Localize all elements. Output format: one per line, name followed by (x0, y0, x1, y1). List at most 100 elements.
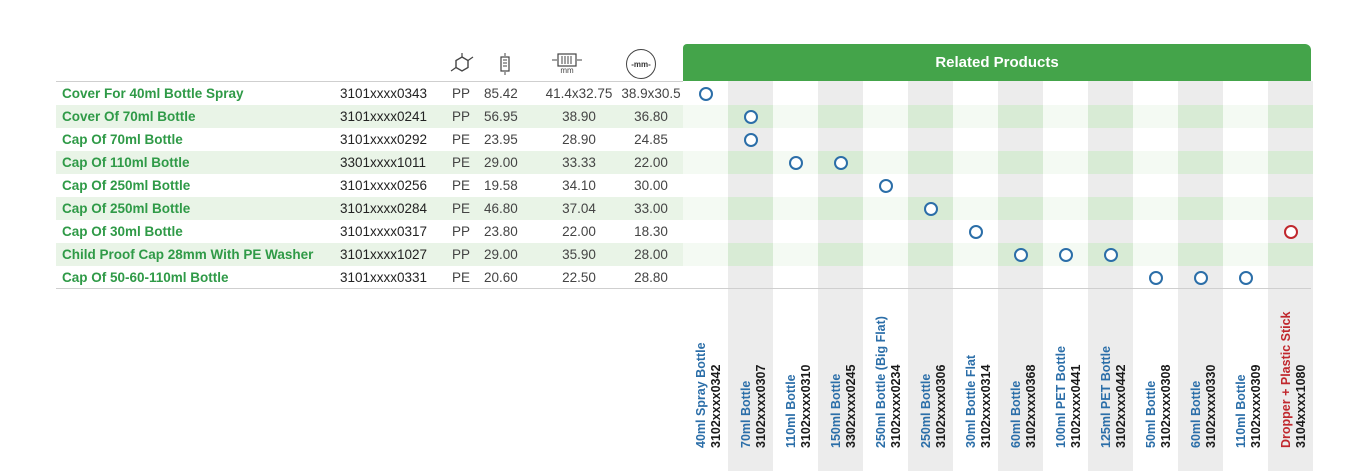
product-code: 3101xxxx0241 (340, 109, 428, 124)
row-band (1223, 105, 1268, 128)
related-product-label: 250ml Bottle 3102xxxx0306 (919, 365, 949, 448)
related-product-label: 150ml Bottle 3302xxxx0245 (829, 365, 859, 448)
related-product-code: 3302xxxx0245 (844, 364, 858, 448)
column-stripe (908, 81, 953, 471)
product-weight: 23.95 (484, 132, 518, 147)
product-weight: 20.60 (484, 270, 518, 285)
compatibility-mark (968, 224, 983, 239)
row-band (863, 105, 908, 128)
compatibility-mark (743, 109, 758, 124)
row-band (1043, 105, 1088, 128)
product-dimension: 37.04 (562, 201, 596, 216)
product-material: PP (452, 86, 471, 101)
product-material: PP (452, 224, 471, 239)
product-neck-size: 18.30 (634, 224, 668, 239)
related-product-name: 60ml Bottle (1189, 380, 1203, 448)
related-product-name: 50ml Bottle (1144, 380, 1158, 448)
table-bottom-rule (56, 288, 683, 289)
size-unit-label: mm (560, 66, 574, 75)
compatibility-mark (1148, 270, 1163, 285)
row-band (728, 197, 773, 220)
row-band (1043, 151, 1088, 174)
compatibility-mark (1058, 247, 1073, 262)
row-band (1043, 197, 1088, 220)
row-band (998, 105, 1043, 128)
product-material: PE (452, 155, 471, 170)
row-band (1088, 151, 1133, 174)
row-band (773, 105, 818, 128)
product-neck-size: 30.00 (634, 178, 668, 193)
product-dimension: 28.90 (562, 132, 596, 147)
related-product-label: 60ml Bottle 3102xxxx0330 (1189, 365, 1219, 448)
table-row: Cap Of 110ml Bottle 3301xxxx1011 PE 29.00 33… (56, 151, 683, 174)
row-band (728, 151, 773, 174)
product-name: Child Proof Cap 28mm With PE Washer (62, 247, 314, 262)
row-band (1223, 151, 1268, 174)
related-product-name: 150ml Bottle (829, 373, 843, 448)
row-band (908, 243, 953, 266)
row-band (908, 105, 953, 128)
related-product-code: 3102xxxx0368 (1024, 364, 1038, 448)
column-stripe (998, 81, 1043, 471)
table-top-rule (56, 81, 683, 82)
row-band (818, 243, 863, 266)
row-band (1223, 243, 1268, 266)
compatibility-mark (743, 132, 758, 147)
product-dimension: 22.50 (562, 270, 596, 285)
material-icon (446, 50, 478, 78)
related-product-label: 30ml Bottle Flat 3102xxxx0314 (964, 355, 994, 448)
product-material: PP (452, 109, 471, 124)
compatibility-mark (1238, 270, 1253, 285)
related-product-label: 125ml PET Bottle 3102xxxx0442 (1099, 346, 1129, 448)
row-band (683, 243, 728, 266)
product-code: 3101xxxx0284 (340, 201, 428, 216)
row-band (863, 151, 908, 174)
related-product-code: 3102xxxx0307 (754, 364, 768, 448)
product-code: 3101xxxx0256 (340, 178, 428, 193)
row-band (998, 197, 1043, 220)
related-bottom-rule (683, 288, 1311, 289)
row-band (1268, 105, 1313, 128)
related-product-name: Dropper + Plastic Stick (1279, 311, 1293, 448)
product-code: 3101xxxx0292 (340, 132, 428, 147)
related-product-label: 70ml Bottle 3102xxxx0307 (739, 365, 769, 448)
related-product-name: 100ml PET Bottle (1054, 345, 1068, 448)
product-material: PE (452, 132, 471, 147)
related-product-code: 3102xxxx0234 (889, 364, 903, 448)
row-band (1178, 197, 1223, 220)
related-product-code: 3102xxxx0308 (1159, 364, 1173, 448)
related-product-name: 30ml Bottle Flat (964, 354, 978, 448)
product-weight: 56.95 (484, 109, 518, 124)
row-band (683, 151, 728, 174)
row-band (908, 151, 953, 174)
compatibility-mark (788, 155, 803, 170)
row-band (1178, 105, 1223, 128)
related-product-name: 70ml Bottle (739, 380, 753, 448)
compatibility-mark (1283, 224, 1298, 239)
column-stripe (1088, 81, 1133, 471)
related-product-name: 125ml PET Bottle (1099, 345, 1113, 448)
product-weight: 29.00 (484, 155, 518, 170)
row-band (1268, 197, 1313, 220)
column-stripe (818, 81, 863, 471)
product-material: PE (452, 270, 471, 285)
product-neck-size: 36.80 (634, 109, 668, 124)
compatibility-mark (878, 178, 893, 193)
product-dimension: 33.33 (562, 155, 596, 170)
compatibility-mark (698, 86, 713, 101)
row-band (998, 151, 1043, 174)
product-neck-size: 24.85 (634, 132, 668, 147)
related-product-code: 3102xxxx0309 (1249, 364, 1263, 448)
product-name: Cap Of 250ml Bottle (62, 178, 191, 193)
table-row: Cover For 40ml Bottle Spray 3101xxxx0343 P… (56, 82, 683, 105)
product-code: 3101xxxx0317 (340, 224, 428, 239)
product-name: Cap Of 50-60-110ml Bottle (62, 270, 229, 285)
related-product-label: 40ml Spray Bottle 3102xxxx0342 (694, 342, 724, 448)
row-band (1133, 105, 1178, 128)
row-band (1223, 197, 1268, 220)
table-row: Cap Of 50-60-110ml Bottle 3101xxxx0331 PE 2… (56, 266, 683, 289)
table-row: Cap Of 70ml Bottle 3101xxxx0292 PE 23.95 28.… (56, 128, 683, 151)
row-band (863, 243, 908, 266)
related-product-code: 3102xxxx0330 (1204, 364, 1218, 448)
